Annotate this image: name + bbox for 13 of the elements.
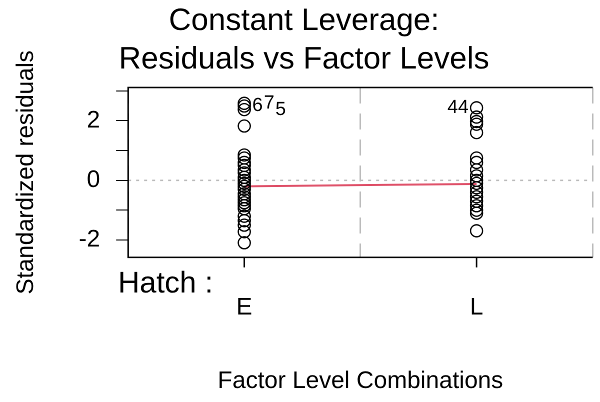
x-tick-label: E xyxy=(236,293,252,320)
x-axis-title: Factor Level Combinations xyxy=(218,367,504,394)
text: Hatch : xyxy=(118,266,214,300)
annotation: 44 xyxy=(447,97,469,118)
y-axis-title: Standardized residuals xyxy=(12,50,40,295)
annotation: 7 xyxy=(264,92,274,114)
chart-title: Constant Leverage: Residuals vs Factor Levels xyxy=(118,2,490,76)
annotation: 5 xyxy=(275,98,286,120)
x-tick-label: L xyxy=(470,293,484,320)
y-tick-label: 0 xyxy=(86,166,100,193)
y-tick-label: 2 xyxy=(86,106,100,134)
y-tick-label: -2 xyxy=(78,226,100,253)
annotation: 6 xyxy=(252,95,263,116)
